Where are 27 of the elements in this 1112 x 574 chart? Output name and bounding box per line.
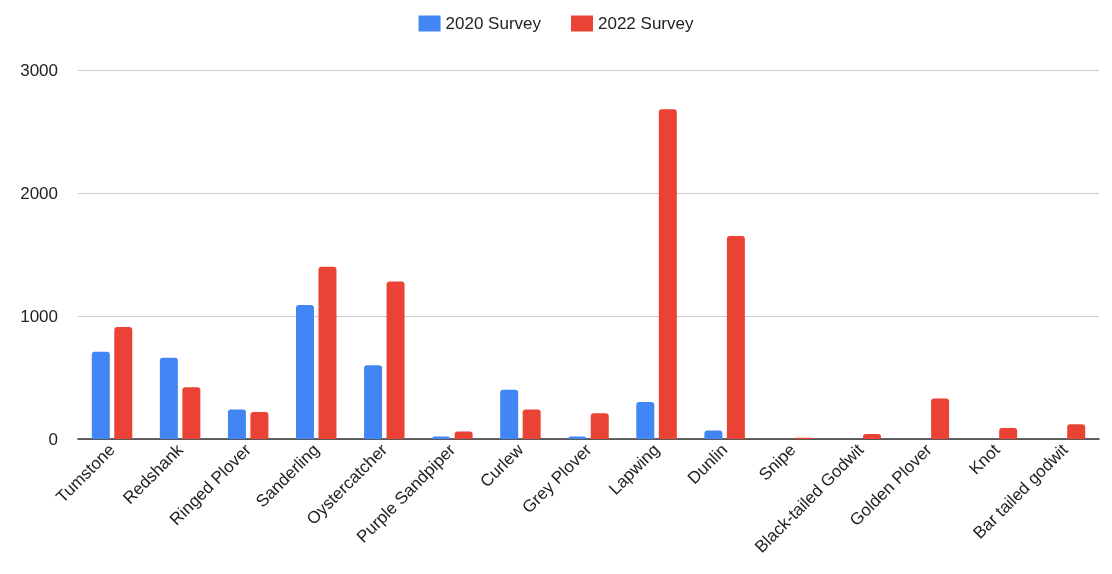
bar	[250, 411, 269, 439]
bar	[658, 109, 677, 439]
bar	[454, 431, 473, 439]
bar	[636, 402, 655, 439]
bar	[318, 266, 337, 439]
y-tick-label: 1000	[20, 306, 58, 326]
bar	[295, 304, 314, 439]
bar	[1067, 424, 1086, 439]
bar	[159, 357, 178, 439]
bar	[999, 427, 1018, 439]
bar	[182, 387, 201, 439]
bar	[590, 413, 609, 439]
bar	[726, 236, 745, 439]
bar	[386, 281, 405, 439]
legend-label: 2020 Survey	[445, 14, 542, 33]
legend-label: 2022 Survey	[598, 14, 694, 33]
bar	[931, 398, 950, 439]
y-tick-label: 3000	[20, 60, 58, 80]
bar	[704, 430, 723, 439]
bar	[227, 409, 246, 439]
y-tick-label: 0	[48, 429, 58, 449]
y-tick-label: 2000	[20, 183, 58, 203]
bar	[364, 365, 383, 439]
bar	[114, 327, 133, 439]
bar	[500, 389, 519, 439]
bar	[522, 409, 541, 439]
bar	[91, 351, 110, 439]
